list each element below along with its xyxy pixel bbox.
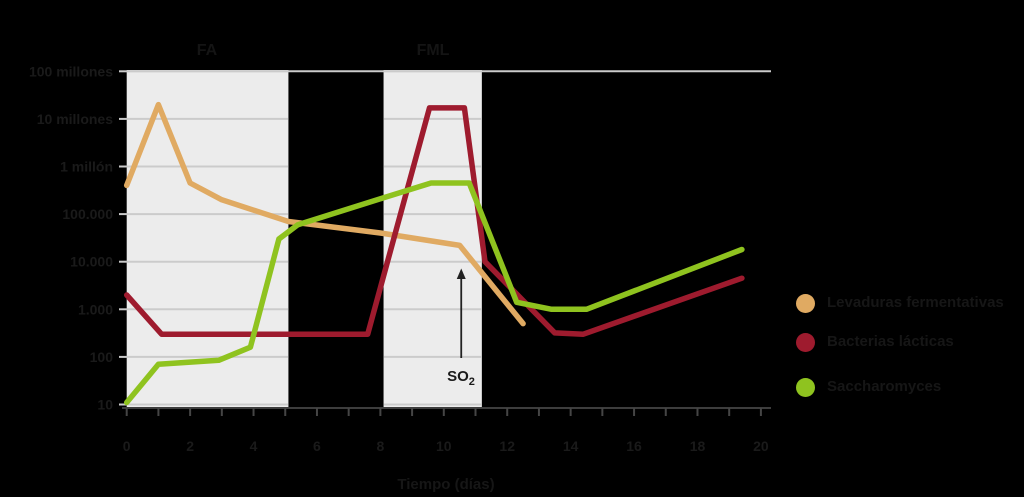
series-line-0 — [123, 101, 526, 327]
x-tick-label: 12 — [499, 438, 515, 454]
so2-annotation: SO2 — [447, 369, 475, 388]
y-tick-label: 10 millones — [37, 111, 113, 127]
y-tick-label: 100.000 — [62, 206, 113, 222]
so2-annotation-subscript: 2 — [468, 376, 475, 388]
series-line-2 — [123, 180, 745, 406]
legend-item-saccharomyces: Saccharomyces — [796, 378, 941, 397]
legend-dot-bacterias — [796, 333, 815, 352]
legend-dot-saccharomyces — [796, 378, 815, 397]
y-tick-label: 10.000 — [70, 254, 113, 270]
x-axis-title: Tiempo (días) — [397, 476, 495, 493]
x-tick-label: 14 — [563, 438, 579, 454]
y-tick-label: 10 — [97, 397, 113, 413]
x-tick-label: 4 — [250, 438, 258, 454]
series-line-1 — [123, 105, 745, 337]
x-tick-label: 2 — [186, 438, 194, 454]
so2-arrow-head — [456, 268, 466, 279]
y-tick-label: 1.000 — [78, 301, 113, 317]
y-tick-label: 100 — [90, 349, 114, 365]
x-tick-label: 10 — [436, 438, 452, 454]
x-tick-label: 16 — [626, 438, 642, 454]
legend-label-levaduras: Levaduras fermentativas — [827, 294, 1004, 312]
so2-annotation-text: SO — [447, 368, 469, 385]
legend-label-bacterias: Bacterias lácticas — [827, 333, 954, 351]
y-tick-label: 100 millones — [29, 63, 113, 79]
x-tick-label: 6 — [313, 438, 321, 454]
x-tick-label: 8 — [376, 438, 384, 454]
x-tick-label: 18 — [690, 438, 706, 454]
y-tick-label: 1 millón — [60, 159, 113, 175]
band-label-fa: FA — [196, 42, 218, 59]
x-tick-label: 20 — [753, 438, 769, 454]
legend-item-bacterias: Bacterias lácticas — [796, 333, 954, 352]
legend-dot-levaduras — [796, 294, 815, 313]
legend-item-levaduras: Levaduras fermentativas — [796, 294, 1004, 313]
x-tick-label: 0 — [123, 438, 131, 454]
fermentation-band — [126, 70, 289, 408]
band-label-fml: FML — [416, 42, 450, 59]
legend-label-saccharomyces: Saccharomyces — [827, 378, 942, 396]
